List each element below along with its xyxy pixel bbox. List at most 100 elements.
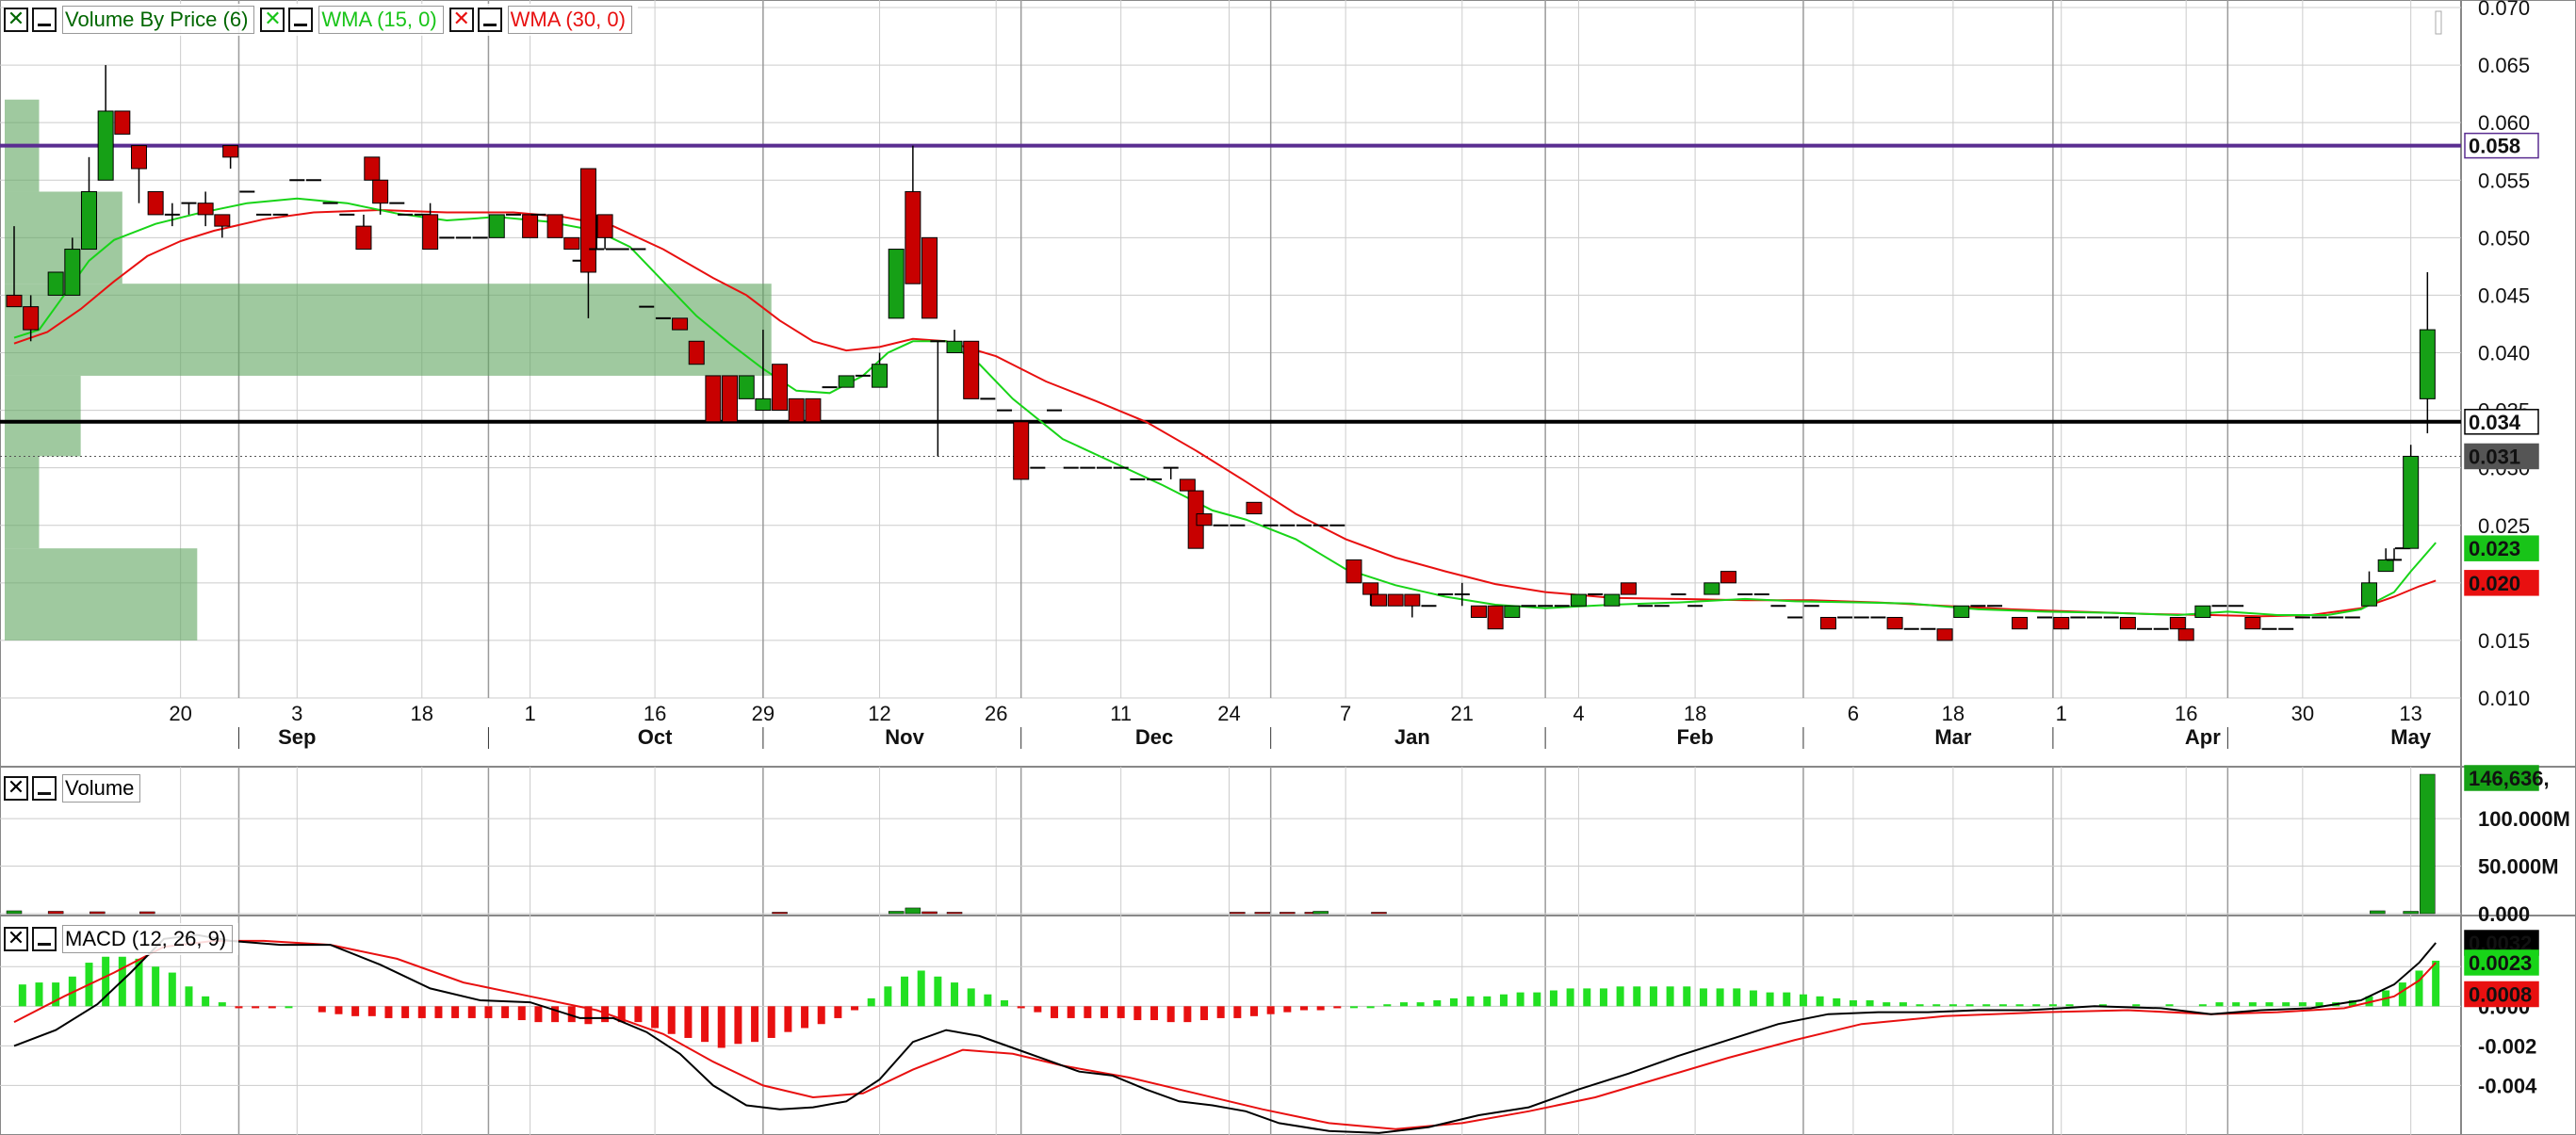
macd-histogram-bar	[1449, 997, 1458, 1007]
macd-histogram-bar	[467, 1006, 476, 1018]
macd-histogram-bar	[1616, 986, 1624, 1007]
x-tick-label: 18	[1942, 702, 1965, 725]
macd-histogram-bar	[334, 1006, 343, 1014]
macd-histogram-bar	[667, 1006, 676, 1034]
x-tick-label: 29	[752, 702, 774, 725]
candle-up	[2361, 582, 2378, 607]
macd-histogram-bar	[451, 1006, 460, 1018]
candle-up	[1704, 582, 1720, 595]
x-tick-label: 1	[524, 702, 535, 725]
macd-histogram-bar	[1883, 1002, 1891, 1007]
legend-wma-15[interactable]: WMA (15, 0)	[318, 6, 444, 34]
macd-histogram-bar	[218, 1002, 226, 1007]
close-icon[interactable]: ✕	[260, 8, 285, 32]
candle-down	[422, 214, 439, 251]
close-icon[interactable]: ✕	[448, 8, 474, 32]
x-month-label: Nov	[885, 725, 924, 749]
macd-histogram-bar	[401, 1006, 410, 1018]
x-tick-label: 30	[2291, 702, 2314, 725]
candle-down	[722, 375, 739, 423]
volume-legend: ✕ Volume	[4, 772, 147, 804]
volume-tag-label: 146,636,	[2469, 767, 2550, 790]
macd-histogram-bar	[1948, 1004, 1957, 1007]
scroll-handle	[2435, 10, 2442, 35]
close-icon[interactable]: ✕	[4, 776, 28, 801]
close-icon[interactable]: ✕	[4, 927, 28, 951]
candle-down	[579, 168, 596, 273]
candle-up	[2194, 605, 2211, 618]
macd-histogram-bar	[1051, 1006, 1059, 1018]
macd-histogram-bar	[2248, 1002, 2257, 1007]
macd-histogram-bar	[1666, 986, 1674, 1007]
minimize-icon[interactable]	[32, 927, 57, 951]
reference-line-tag-label: 0.034	[2469, 411, 2521, 434]
candle-up	[1504, 605, 1521, 618]
minimize-icon[interactable]	[32, 776, 57, 801]
macd-histogram-bar	[35, 982, 43, 1007]
candle-down	[1387, 593, 1404, 607]
close-icon[interactable]: ✕	[4, 8, 28, 32]
x-month-label: Feb	[1677, 725, 1714, 749]
macd-histogram-bar	[651, 1006, 660, 1029]
candle-down	[522, 214, 539, 238]
macd-histogram-bar	[2398, 982, 2406, 1007]
y-tick-label: 0.040	[2478, 342, 2530, 365]
candle-down	[596, 214, 613, 238]
macd-histogram-bar	[367, 1006, 376, 1016]
candle-down	[805, 397, 822, 423]
macd-histogram-bar	[634, 1006, 643, 1023]
macd-histogram-bar	[1433, 1000, 1442, 1007]
x-tick-label: 18	[411, 702, 433, 725]
macd-histogram-bar	[1998, 1004, 2007, 1007]
legend-volume[interactable]: Volume	[62, 774, 141, 803]
macd-histogram-bar	[1566, 988, 1574, 1007]
macd-histogram-bar	[1866, 1000, 1874, 1007]
candle-down	[905, 190, 921, 284]
macd-tag-box	[2464, 981, 2539, 1008]
candle-down	[963, 340, 980, 399]
legend-volume-by-price[interactable]: Volume By Price (6)	[62, 6, 255, 34]
minimize-icon[interactable]	[32, 8, 57, 32]
volume-bar	[1371, 912, 1387, 915]
candle-down	[1404, 593, 1421, 607]
volume-bar	[1280, 912, 1296, 915]
y-tick-label: 0.055	[2478, 169, 2530, 192]
candle-down	[2053, 616, 2070, 630]
macd-histogram-bar	[901, 976, 909, 1007]
candle-down	[364, 156, 381, 181]
price-tag-label: 0.023	[2469, 537, 2520, 560]
candle-down	[1819, 616, 1836, 630]
volume-bar	[905, 907, 921, 915]
macd-histogram-bar	[534, 1006, 543, 1023]
volume-bar	[6, 910, 23, 915]
macd-histogram-bar	[252, 1006, 260, 1009]
macd-histogram-bar	[1499, 994, 1508, 1007]
macd-histogram-bar	[484, 1006, 493, 1018]
y-tick-label: 0.050	[2478, 226, 2530, 250]
macd-histogram-bar	[1699, 988, 1707, 1007]
macd-histogram-bar	[285, 1006, 293, 1009]
candle-up	[946, 340, 963, 353]
candle-down	[1487, 605, 1504, 630]
minimize-icon[interactable]	[288, 8, 314, 32]
macd-histogram-bar	[984, 994, 992, 1007]
legend-macd[interactable]: MACD (12, 26, 9)	[62, 925, 234, 953]
legend-wma-30[interactable]: WMA (30, 0)	[507, 6, 632, 34]
candle-up	[2403, 455, 2420, 549]
minimize-icon[interactable]	[477, 8, 502, 32]
candle-up	[2377, 559, 2394, 573]
candle-down	[1620, 582, 1637, 595]
x-month-label: Jan	[1394, 725, 1430, 749]
candle-up	[2419, 329, 2436, 399]
y-tick-label: 0.070	[2478, 0, 2530, 20]
volume-bar	[1254, 912, 1271, 915]
macd-histogram-bar	[202, 996, 210, 1007]
macd-histogram-bar	[1749, 990, 1757, 1007]
macd-histogram-bar	[417, 1006, 426, 1018]
volume-bar	[2403, 911, 2419, 915]
macd-histogram-bar	[2132, 1004, 2141, 1007]
macd-signal-line	[13, 939, 2437, 1130]
macd-histogram-bar	[2365, 996, 2373, 1007]
